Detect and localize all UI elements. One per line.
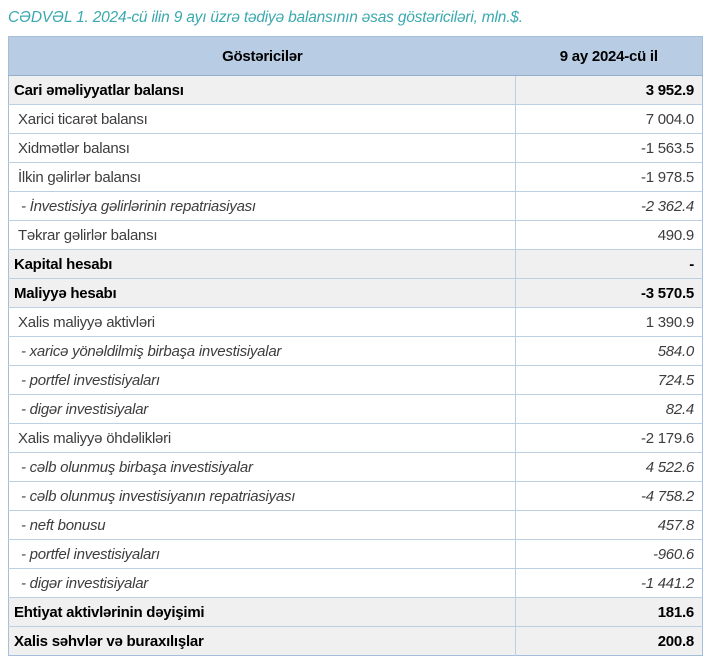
- table-row: Xarici ticarət balansı 7 004.0: [8, 104, 703, 134]
- table-row: Xalis maliyyə öhdəlikləri -2 179.6: [8, 423, 703, 453]
- table-row: Ehtiyat aktivlərinin dəyişimi 181.6: [8, 597, 703, 627]
- header-row: Göstəricilər 9 ay 2024-cü il: [8, 36, 703, 76]
- row-label: Maliyyə hesabı: [8, 278, 516, 308]
- row-label: İlkin gəlirlər balansı: [8, 162, 516, 192]
- row-value: 7 004.0: [515, 104, 703, 134]
- row-label: Ehtiyat aktivlərinin dəyişimi: [8, 597, 516, 627]
- row-value: 200.8: [515, 626, 703, 656]
- row-value: 457.8: [515, 510, 703, 540]
- table-row: - cəlb olunmuş birbaşa investisiyalar 4 …: [8, 452, 703, 482]
- row-value: 1 390.9: [515, 307, 703, 337]
- row-label: Xalis maliyyə öhdəlikləri: [8, 423, 516, 453]
- table-caption: CƏDVƏL 1. 2024-cü ilin 9 ayı üzrə tədiyə…: [8, 9, 523, 26]
- column-header-period: 9 ay 2024-cü il: [515, 36, 703, 76]
- row-label: - digər investisiyalar: [8, 568, 516, 598]
- row-label: - neft bonusu: [8, 510, 516, 540]
- row-label: Təkrar gəlirlər balansı: [8, 220, 516, 250]
- row-label: Xalis maliyyə aktivləri: [8, 307, 516, 337]
- table-row: - neft bonusu 457.8: [8, 510, 703, 540]
- row-value: -1 978.5: [515, 162, 703, 192]
- row-value: 181.6: [515, 597, 703, 627]
- row-label: - xaricə yönəldilmiş birbaşa investisiya…: [8, 336, 516, 366]
- row-value: -2 362.4: [515, 191, 703, 221]
- table-row: Xalis səhvlər və buraxılışlar 200.8: [8, 626, 703, 656]
- table-row: - İnvestisiya gəlirlərinin repatriasiyas…: [8, 191, 703, 221]
- column-header-indicators: Göstəricilər: [8, 36, 516, 76]
- row-label: Xarici ticarət balansı: [8, 104, 516, 134]
- row-value: 3 952.9: [515, 75, 703, 105]
- row-value: -960.6: [515, 539, 703, 569]
- row-label: Xidmətlər balansı: [8, 133, 516, 163]
- row-value: -1 563.5: [515, 133, 703, 163]
- table-row: - cəlb olunmuş investisiyanın repatriasi…: [8, 481, 703, 511]
- row-label: - cəlb olunmuş investisiyanın repatriasi…: [8, 481, 516, 511]
- balance-of-payments-table: Göstəricilər 9 ay 2024-cü il Cari əməliy…: [8, 36, 703, 656]
- table-row: Cari əməliyyatlar balansı 3 952.9: [8, 75, 703, 105]
- row-value: 490.9: [515, 220, 703, 250]
- document-page: CƏDVƏL 1. 2024-cü ilin 9 ayı üzrə tədiyə…: [0, 7, 710, 656]
- row-value: 4 522.6: [515, 452, 703, 482]
- table-row: Xidmətlər balansı -1 563.5: [8, 133, 703, 163]
- row-label: - portfel investisiyaları: [8, 539, 516, 569]
- row-label: Xalis səhvlər və buraxılışlar: [8, 626, 516, 656]
- table-row: - digər investisiyalar -1 441.2: [8, 568, 703, 598]
- row-value: 82.4: [515, 394, 703, 424]
- row-label: - portfel investisiyaları: [8, 365, 516, 395]
- table-body: Cari əməliyyatlar balansı 3 952.9 Xarici…: [8, 75, 703, 656]
- table-row: - portfel investisiyaları -960.6: [8, 539, 703, 569]
- table-row: Kapital hesabı -: [8, 249, 703, 279]
- table-row: - portfel investisiyaları 724.5: [8, 365, 703, 395]
- row-label: - cəlb olunmuş birbaşa investisiyalar: [8, 452, 516, 482]
- row-value: 724.5: [515, 365, 703, 395]
- row-label: Cari əməliyyatlar balansı: [8, 75, 516, 105]
- row-label: - digər investisiyalar: [8, 394, 516, 424]
- row-value: 584.0: [515, 336, 703, 366]
- table-row: Xalis maliyyə aktivləri 1 390.9: [8, 307, 703, 337]
- row-value: -1 441.2: [515, 568, 703, 598]
- table-row: - xaricə yönəldilmiş birbaşa investisiya…: [8, 336, 703, 366]
- table-row: Maliyyə hesabı -3 570.5: [8, 278, 703, 308]
- table-row: - digər investisiyalar 82.4: [8, 394, 703, 424]
- row-value: -3 570.5: [515, 278, 703, 308]
- table-row: Təkrar gəlirlər balansı 490.9: [8, 220, 703, 250]
- row-label: Kapital hesabı: [8, 249, 516, 279]
- row-value: -: [515, 249, 703, 279]
- row-label: - İnvestisiya gəlirlərinin repatriasiyas…: [8, 191, 516, 221]
- row-value: -4 758.2: [515, 481, 703, 511]
- table-row: İlkin gəlirlər balansı -1 978.5: [8, 162, 703, 192]
- row-value: -2 179.6: [515, 423, 703, 453]
